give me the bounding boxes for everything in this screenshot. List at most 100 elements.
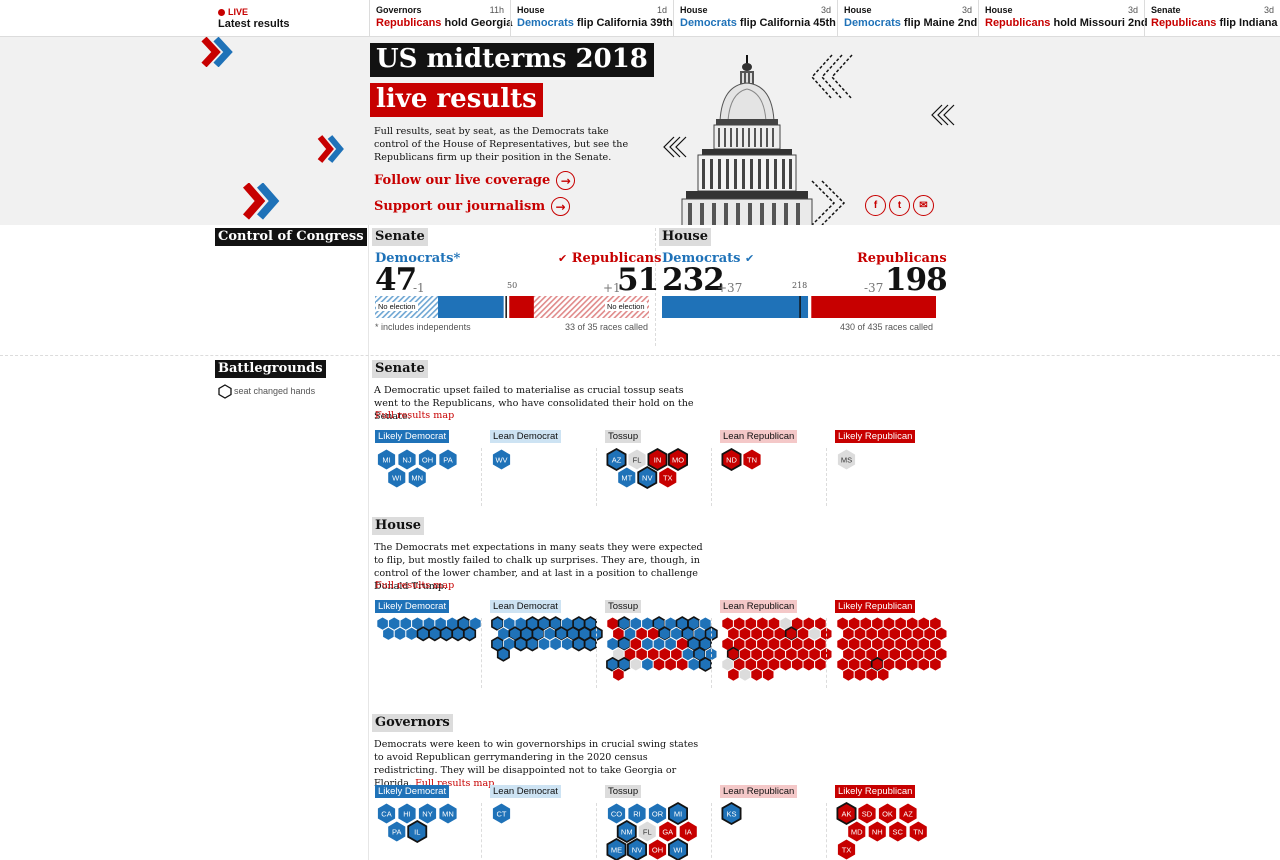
house-results-map-link[interactable]: Full results map — [375, 580, 455, 591]
district-hex[interactable] — [641, 657, 654, 672]
district-hex[interactable] — [463, 626, 477, 642]
ticker-item[interactable]: House 3d Democrats flip Maine 2nd — [837, 0, 978, 36]
district-hex[interactable] — [877, 667, 890, 682]
district-hex[interactable] — [496, 646, 510, 662]
district-hex[interactable] — [428, 626, 442, 642]
state-hex[interactable]: AZ — [898, 802, 918, 825]
district-hex[interactable] — [629, 657, 642, 672]
ticker-item[interactable]: House 1d Democrats flip California 39th — [510, 0, 673, 36]
district-hex[interactable] — [652, 657, 666, 672]
support-journalism-link[interactable]: Support our journalism → — [374, 197, 571, 216]
state-hex[interactable]: PA — [438, 448, 458, 471]
state-hex[interactable]: NM — [616, 819, 637, 844]
district-hex[interactable] — [612, 667, 625, 682]
district-hex[interactable] — [917, 657, 930, 672]
state-hex[interactable]: NY — [417, 802, 438, 825]
district-hex[interactable] — [676, 657, 689, 672]
district-hex[interactable] — [451, 626, 465, 642]
state-hex[interactable]: MO — [668, 447, 688, 472]
district-hex[interactable] — [664, 657, 677, 672]
state-hex[interactable]: AK — [836, 801, 857, 826]
district-hex[interactable] — [537, 636, 551, 652]
district-hex[interactable] — [549, 636, 562, 652]
ticker-item[interactable]: Governors 11h Republicans hold Georgia — [369, 0, 512, 36]
district-hex[interactable] — [802, 657, 815, 672]
state-hex[interactable]: FL — [637, 820, 657, 843]
state-hex[interactable]: NJ — [397, 448, 417, 471]
state-hex[interactable]: IA — [678, 820, 698, 843]
live-coverage-link[interactable]: Follow our live coverage → — [374, 171, 576, 190]
district-hex[interactable] — [842, 667, 855, 682]
district-hex[interactable] — [738, 667, 752, 682]
district-hex[interactable] — [779, 657, 792, 672]
state-hex[interactable]: ME — [606, 837, 627, 860]
state-hex[interactable]: ND — [721, 447, 742, 472]
state-hex[interactable]: OK — [877, 802, 898, 825]
district-hex[interactable] — [762, 667, 775, 682]
district-hex[interactable] — [687, 657, 700, 672]
district-hex[interactable] — [416, 626, 430, 642]
district-hex[interactable] — [853, 667, 867, 682]
ticker-item[interactable]: Senate 3d Republicans flip Indiana — [1144, 0, 1280, 36]
email-share-icon[interactable]: ✉ — [913, 195, 934, 216]
district-hex[interactable] — [814, 657, 827, 672]
district-hex[interactable] — [906, 657, 919, 672]
state-hex[interactable]: CT — [491, 802, 512, 825]
state-hex[interactable]: MD — [847, 820, 867, 843]
district-hex[interactable] — [750, 667, 763, 682]
district-hex[interactable] — [382, 626, 395, 641]
state-hex[interactable]: WV — [491, 448, 512, 471]
state-hex[interactable]: MS — [836, 448, 857, 471]
state-hex[interactable]: MN — [438, 802, 458, 825]
state-hex[interactable]: NV — [626, 837, 647, 860]
district-hex[interactable] — [439, 626, 453, 642]
latest-results-box[interactable]: LIVE Latest results — [212, 0, 368, 36]
district-hex[interactable] — [929, 657, 942, 672]
state-hex[interactable]: MI — [668, 801, 688, 826]
district-hex[interactable] — [791, 657, 804, 672]
district-hex[interactable] — [572, 636, 586, 652]
state-hex[interactable]: TN — [908, 820, 928, 843]
state-hex[interactable]: TX — [658, 466, 678, 489]
state-hex[interactable]: IN — [647, 447, 668, 472]
state-hex[interactable]: KS — [721, 801, 742, 826]
district-hex[interactable] — [393, 626, 407, 641]
state-hex[interactable]: HI — [397, 802, 417, 825]
district-hex[interactable] — [405, 626, 418, 641]
state-hex[interactable]: AZ — [606, 447, 627, 472]
state-hex[interactable]: PA — [387, 820, 407, 843]
state-hex[interactable]: GA — [658, 820, 678, 843]
district-hex[interactable] — [894, 657, 907, 672]
state-hex[interactable]: MT — [617, 466, 637, 489]
state-hex[interactable]: TN — [742, 448, 762, 471]
state-hex[interactable]: MI — [376, 448, 397, 471]
state-hex[interactable]: FL — [627, 448, 647, 471]
governors-results-map-link[interactable]: Full results map — [415, 778, 495, 789]
state-hex[interactable]: SD — [857, 802, 877, 825]
state-hex[interactable]: CO — [606, 802, 627, 825]
ticker-item[interactable]: House 3d Democrats flip California 45th — [673, 0, 837, 36]
district-hex[interactable] — [583, 636, 597, 652]
state-hex[interactable]: RI — [627, 802, 647, 825]
state-hex[interactable]: NH — [867, 820, 887, 843]
state-hex[interactable]: CA — [376, 802, 397, 825]
district-hex[interactable] — [525, 636, 539, 652]
state-hex[interactable]: TX — [836, 838, 857, 860]
state-hex[interactable]: OH — [647, 838, 668, 860]
state-hex[interactable]: OR — [647, 802, 668, 825]
district-hex[interactable] — [727, 667, 740, 682]
district-hex[interactable] — [865, 667, 878, 682]
ticker-item[interactable]: House 3d Republicans hold Missouri 2nd — [978, 0, 1148, 36]
district-hex[interactable] — [561, 636, 574, 652]
facebook-share-icon[interactable]: f — [865, 195, 886, 216]
state-hex[interactable]: WI — [668, 837, 688, 860]
state-hex[interactable]: WI — [387, 466, 407, 489]
senate-results-map-link[interactable]: Full results map — [375, 410, 455, 421]
twitter-share-icon[interactable]: t — [889, 195, 910, 216]
state-hex[interactable]: SC — [888, 820, 908, 843]
state-hex[interactable]: OH — [417, 448, 438, 471]
state-hex[interactable]: IL — [407, 819, 428, 844]
state-hex[interactable]: MN — [407, 466, 427, 489]
district-hex[interactable] — [514, 636, 528, 652]
state-hex[interactable]: NV — [637, 465, 658, 490]
